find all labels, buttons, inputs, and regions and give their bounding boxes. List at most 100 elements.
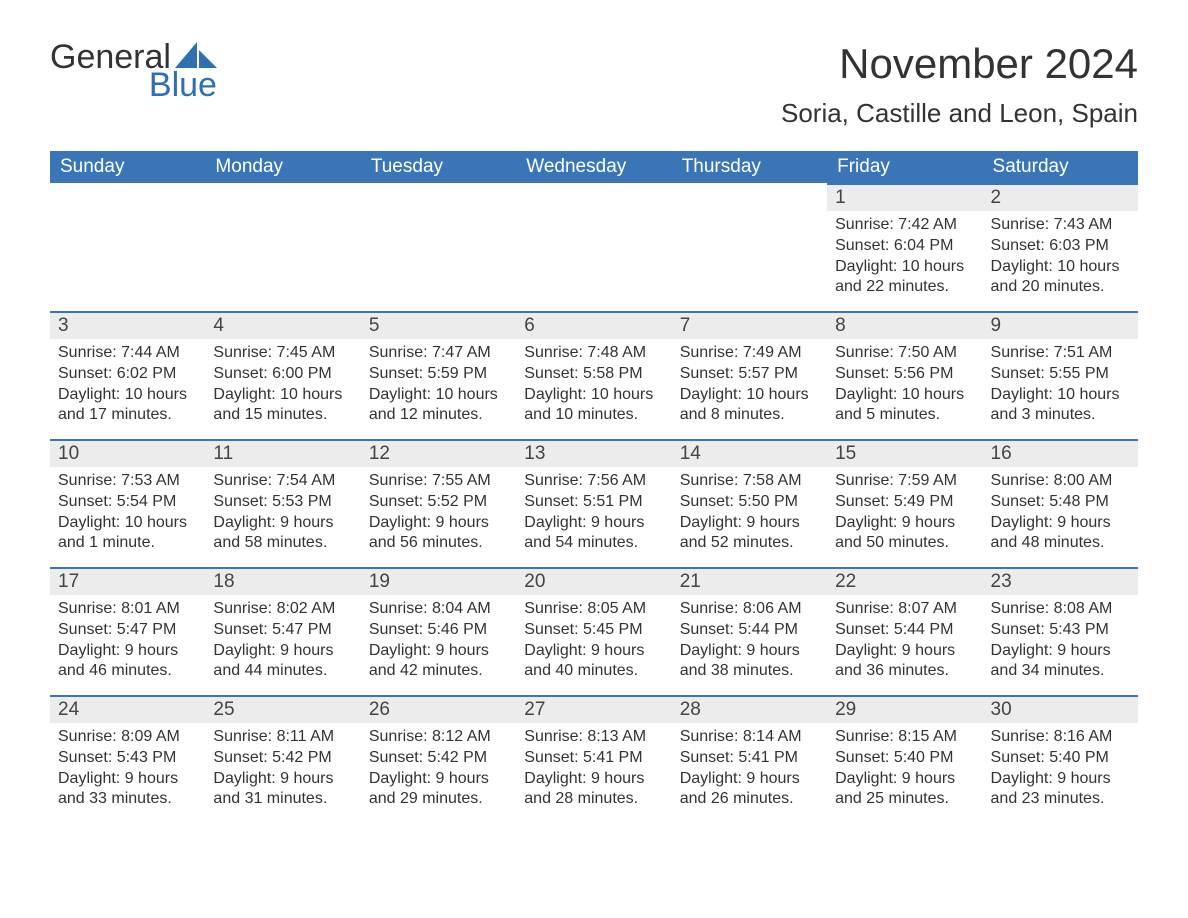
calendar-day-cell: 5Sunrise: 7:47 AMSunset: 5:59 PMDaylight… [361,311,516,439]
daylight-line: Daylight: 9 hours and 28 minutes. [524,769,663,811]
sunrise-line: Sunrise: 7:47 AM [369,343,508,364]
day-details: Sunrise: 8:12 AMSunset: 5:42 PMDaylight:… [361,723,516,820]
day-details: Sunrise: 7:58 AMSunset: 5:50 PMDaylight:… [672,467,827,564]
sunrise-line: Sunrise: 7:50 AM [835,343,974,364]
weekday-header: Friday [827,151,982,183]
calendar-day-cell: 14Sunrise: 7:58 AMSunset: 5:50 PMDayligh… [672,439,827,567]
daylight-line: Daylight: 9 hours and 23 minutes. [991,769,1130,811]
daylight-line: Daylight: 10 hours and 8 minutes. [680,385,819,427]
day-number: 28 [672,697,827,723]
day-details: Sunrise: 8:13 AMSunset: 5:41 PMDaylight:… [516,723,671,820]
calendar-empty-cell [205,183,360,311]
day-number: 2 [983,185,1138,211]
calendar-day-cell: 28Sunrise: 8:14 AMSunset: 5:41 PMDayligh… [672,695,827,823]
daylight-line: Daylight: 9 hours and 38 minutes. [680,641,819,683]
weekday-header-row: SundayMondayTuesdayWednesdayThursdayFrid… [50,151,1138,183]
daylight-line: Daylight: 9 hours and 58 minutes. [213,513,352,555]
day-details: Sunrise: 8:07 AMSunset: 5:44 PMDaylight:… [827,595,982,692]
daylight-line: Daylight: 9 hours and 34 minutes. [991,641,1130,683]
daylight-line: Daylight: 9 hours and 42 minutes. [369,641,508,683]
sunrise-line: Sunrise: 8:06 AM [680,599,819,620]
calendar-day-cell: 9 Sunrise: 7:51 AMSunset: 5:55 PMDaylight… [983,311,1138,439]
day-number: 27 [516,697,671,723]
sunset-line: Sunset: 5:40 PM [991,748,1130,769]
brand-word-blue: Blue [120,68,217,102]
calendar-day-cell: 18Sunrise: 8:02 AMSunset: 5:47 PMDayligh… [205,567,360,695]
day-details: Sunrise: 8:05 AMSunset: 5:45 PMDaylight:… [516,595,671,692]
calendar-day-cell: 22Sunrise: 8:07 AMSunset: 5:44 PMDayligh… [827,567,982,695]
calendar-day-cell: 17Sunrise: 8:01 AMSunset: 5:47 PMDayligh… [50,567,205,695]
daylight-line: Daylight: 10 hours and 17 minutes. [58,385,197,427]
day-details: Sunrise: 7:45 AMSunset: 6:00 PMDaylight:… [205,339,360,436]
calendar-day-cell: 2Sunrise: 7:43 AMSunset: 6:03 PMDaylight… [983,183,1138,311]
day-details: Sunrise: 8:14 AMSunset: 5:41 PMDaylight:… [672,723,827,820]
day-number: 26 [361,697,516,723]
day-details: Sunrise: 8:16 AMSunset: 5:40 PMDaylight:… [983,723,1138,820]
calendar-row: 17Sunrise: 8:01 AMSunset: 5:47 PMDayligh… [50,567,1138,695]
daylight-line: Daylight: 9 hours and 40 minutes. [524,641,663,683]
daylight-line: Daylight: 10 hours and 22 minutes. [835,257,974,299]
day-number: 11 [205,441,360,467]
day-details: Sunrise: 7:43 AMSunset: 6:03 PMDaylight:… [983,211,1138,308]
sunset-line: Sunset: 5:44 PM [835,620,974,641]
daylight-line: Daylight: 9 hours and 48 minutes. [991,513,1130,555]
day-number: 12 [361,441,516,467]
day-number: 17 [50,569,205,595]
sunset-line: Sunset: 5:45 PM [524,620,663,641]
daylight-line: Daylight: 9 hours and 31 minutes. [213,769,352,811]
day-details: Sunrise: 7:54 AMSunset: 5:53 PMDaylight:… [205,467,360,564]
daylight-line: Daylight: 9 hours and 26 minutes. [680,769,819,811]
calendar-day-cell: 12Sunrise: 7:55 AMSunset: 5:52 PMDayligh… [361,439,516,567]
calendar-day-cell: 15Sunrise: 7:59 AMSunset: 5:49 PMDayligh… [827,439,982,567]
sunrise-line: Sunrise: 8:09 AM [58,727,197,748]
sunset-line: Sunset: 6:02 PM [58,364,197,385]
sunrise-line: Sunrise: 8:02 AM [213,599,352,620]
sunrise-line: Sunrise: 8:05 AM [524,599,663,620]
sunrise-line: Sunrise: 7:51 AM [991,343,1130,364]
calendar-day-cell: 13Sunrise: 7:56 AMSunset: 5:51 PMDayligh… [516,439,671,567]
calendar-empty-cell [516,183,671,311]
day-number: 9 [983,313,1138,339]
daylight-line: Daylight: 9 hours and 46 minutes. [58,641,197,683]
daylight-line: Daylight: 10 hours and 10 minutes. [524,385,663,427]
weekday-header: Wednesday [516,151,671,183]
day-number: 15 [827,441,982,467]
brand-sail-icon [175,42,217,68]
day-details: Sunrise: 8:00 AMSunset: 5:48 PMDaylight:… [983,467,1138,564]
sunset-line: Sunset: 5:58 PM [524,364,663,385]
day-number: 21 [672,569,827,595]
location-subtitle: Soria, Castille and Leon, Spain [781,98,1138,129]
day-details: Sunrise: 7:59 AMSunset: 5:49 PMDaylight:… [827,467,982,564]
sunset-line: Sunset: 5:49 PM [835,492,974,513]
daylight-line: Daylight: 10 hours and 3 minutes. [991,385,1130,427]
sunrise-line: Sunrise: 8:15 AM [835,727,974,748]
day-number: 30 [983,697,1138,723]
sunset-line: Sunset: 5:41 PM [680,748,819,769]
calendar-day-cell: 6Sunrise: 7:48 AMSunset: 5:58 PMDaylight… [516,311,671,439]
day-details: Sunrise: 7:42 AMSunset: 6:04 PMDaylight:… [827,211,982,308]
day-details: Sunrise: 7:47 AMSunset: 5:59 PMDaylight:… [361,339,516,436]
day-number: 8 [827,313,982,339]
daylight-line: Daylight: 9 hours and 44 minutes. [213,641,352,683]
calendar-empty-cell [50,183,205,311]
sunrise-line: Sunrise: 7:59 AM [835,471,974,492]
day-number: 1 [827,185,982,211]
daylight-line: Daylight: 9 hours and 36 minutes. [835,641,974,683]
sunrise-line: Sunrise: 8:11 AM [213,727,352,748]
calendar-day-cell: 3Sunrise: 7:44 AMSunset: 6:02 PMDaylight… [50,311,205,439]
sunset-line: Sunset: 5:55 PM [991,364,1130,385]
calendar-day-cell: 1Sunrise: 7:42 AMSunset: 6:04 PMDaylight… [827,183,982,311]
month-title: November 2024 [781,40,1138,88]
sunset-line: Sunset: 5:59 PM [369,364,508,385]
sunrise-line: Sunrise: 8:07 AM [835,599,974,620]
sunrise-line: Sunrise: 7:53 AM [58,471,197,492]
sunrise-line: Sunrise: 7:56 AM [524,471,663,492]
calendar-body: 1Sunrise: 7:42 AMSunset: 6:04 PMDaylight… [50,183,1138,823]
sunset-line: Sunset: 6:03 PM [991,236,1130,257]
sunrise-line: Sunrise: 7:54 AM [213,471,352,492]
sunrise-line: Sunrise: 7:42 AM [835,215,974,236]
sunrise-line: Sunrise: 8:08 AM [991,599,1130,620]
daylight-line: Daylight: 10 hours and 15 minutes. [213,385,352,427]
daylight-line: Daylight: 9 hours and 56 minutes. [369,513,508,555]
calendar-day-cell: 20Sunrise: 8:05 AMSunset: 5:45 PMDayligh… [516,567,671,695]
